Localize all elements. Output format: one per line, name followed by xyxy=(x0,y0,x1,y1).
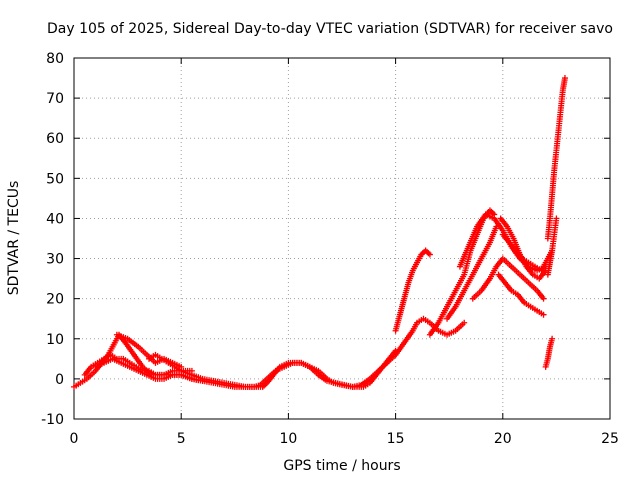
data-point xyxy=(188,367,195,374)
series-track-l xyxy=(495,271,547,318)
y-tick-label: 0 xyxy=(55,372,64,388)
x-tick-label: 10 xyxy=(279,431,297,447)
y-axis-title: SDTVAR / TECUs xyxy=(6,181,22,296)
series-track-j xyxy=(469,255,547,302)
data-point xyxy=(553,215,560,222)
axis-ticks xyxy=(73,57,611,420)
y-tick-label: -10 xyxy=(41,412,64,428)
data-point xyxy=(540,295,547,302)
data-point xyxy=(199,377,206,384)
series-track-h xyxy=(444,223,500,322)
x-tick-label: 5 xyxy=(177,431,186,447)
data-point xyxy=(426,251,433,258)
series-track-g xyxy=(426,207,498,338)
series-track-a xyxy=(71,331,399,390)
series-track-f xyxy=(392,247,433,334)
data-point xyxy=(549,335,556,342)
y-tick-label: 80 xyxy=(46,51,64,67)
y-tick-label: 10 xyxy=(46,332,64,348)
data-point xyxy=(461,319,468,326)
y-tick-label: 50 xyxy=(46,171,64,187)
series-track-e xyxy=(146,351,195,374)
series-track-c xyxy=(92,355,206,384)
y-tick-label: 20 xyxy=(46,292,64,308)
x-tick-label: 15 xyxy=(387,431,405,447)
y-tick-label: 30 xyxy=(46,252,64,268)
data-point xyxy=(540,311,547,318)
series-track-b xyxy=(81,315,468,390)
grid xyxy=(74,58,610,419)
chart-title: Day 105 of 2025, Sidereal Day-to-day VTE… xyxy=(47,21,613,37)
x-tick-label: 0 xyxy=(70,431,79,447)
x-axis-title: GPS time / hours xyxy=(283,458,400,474)
series-track-p xyxy=(544,215,560,278)
data-points xyxy=(71,75,568,390)
tick-labels: -10 0 10 20 30 40 50 60 70 80 0 5 10 15 20 25 xyxy=(41,51,619,447)
y-tick-label: 70 xyxy=(46,91,64,107)
plot-frame xyxy=(73,57,611,420)
x-tick-label: 20 xyxy=(494,431,512,447)
y-tick-label: 40 xyxy=(46,211,64,227)
x-tick-label: 25 xyxy=(601,431,619,447)
series-track-n xyxy=(544,75,568,242)
series-track-o xyxy=(542,335,556,370)
data-point xyxy=(561,75,568,82)
y-tick-label: 60 xyxy=(46,131,64,147)
